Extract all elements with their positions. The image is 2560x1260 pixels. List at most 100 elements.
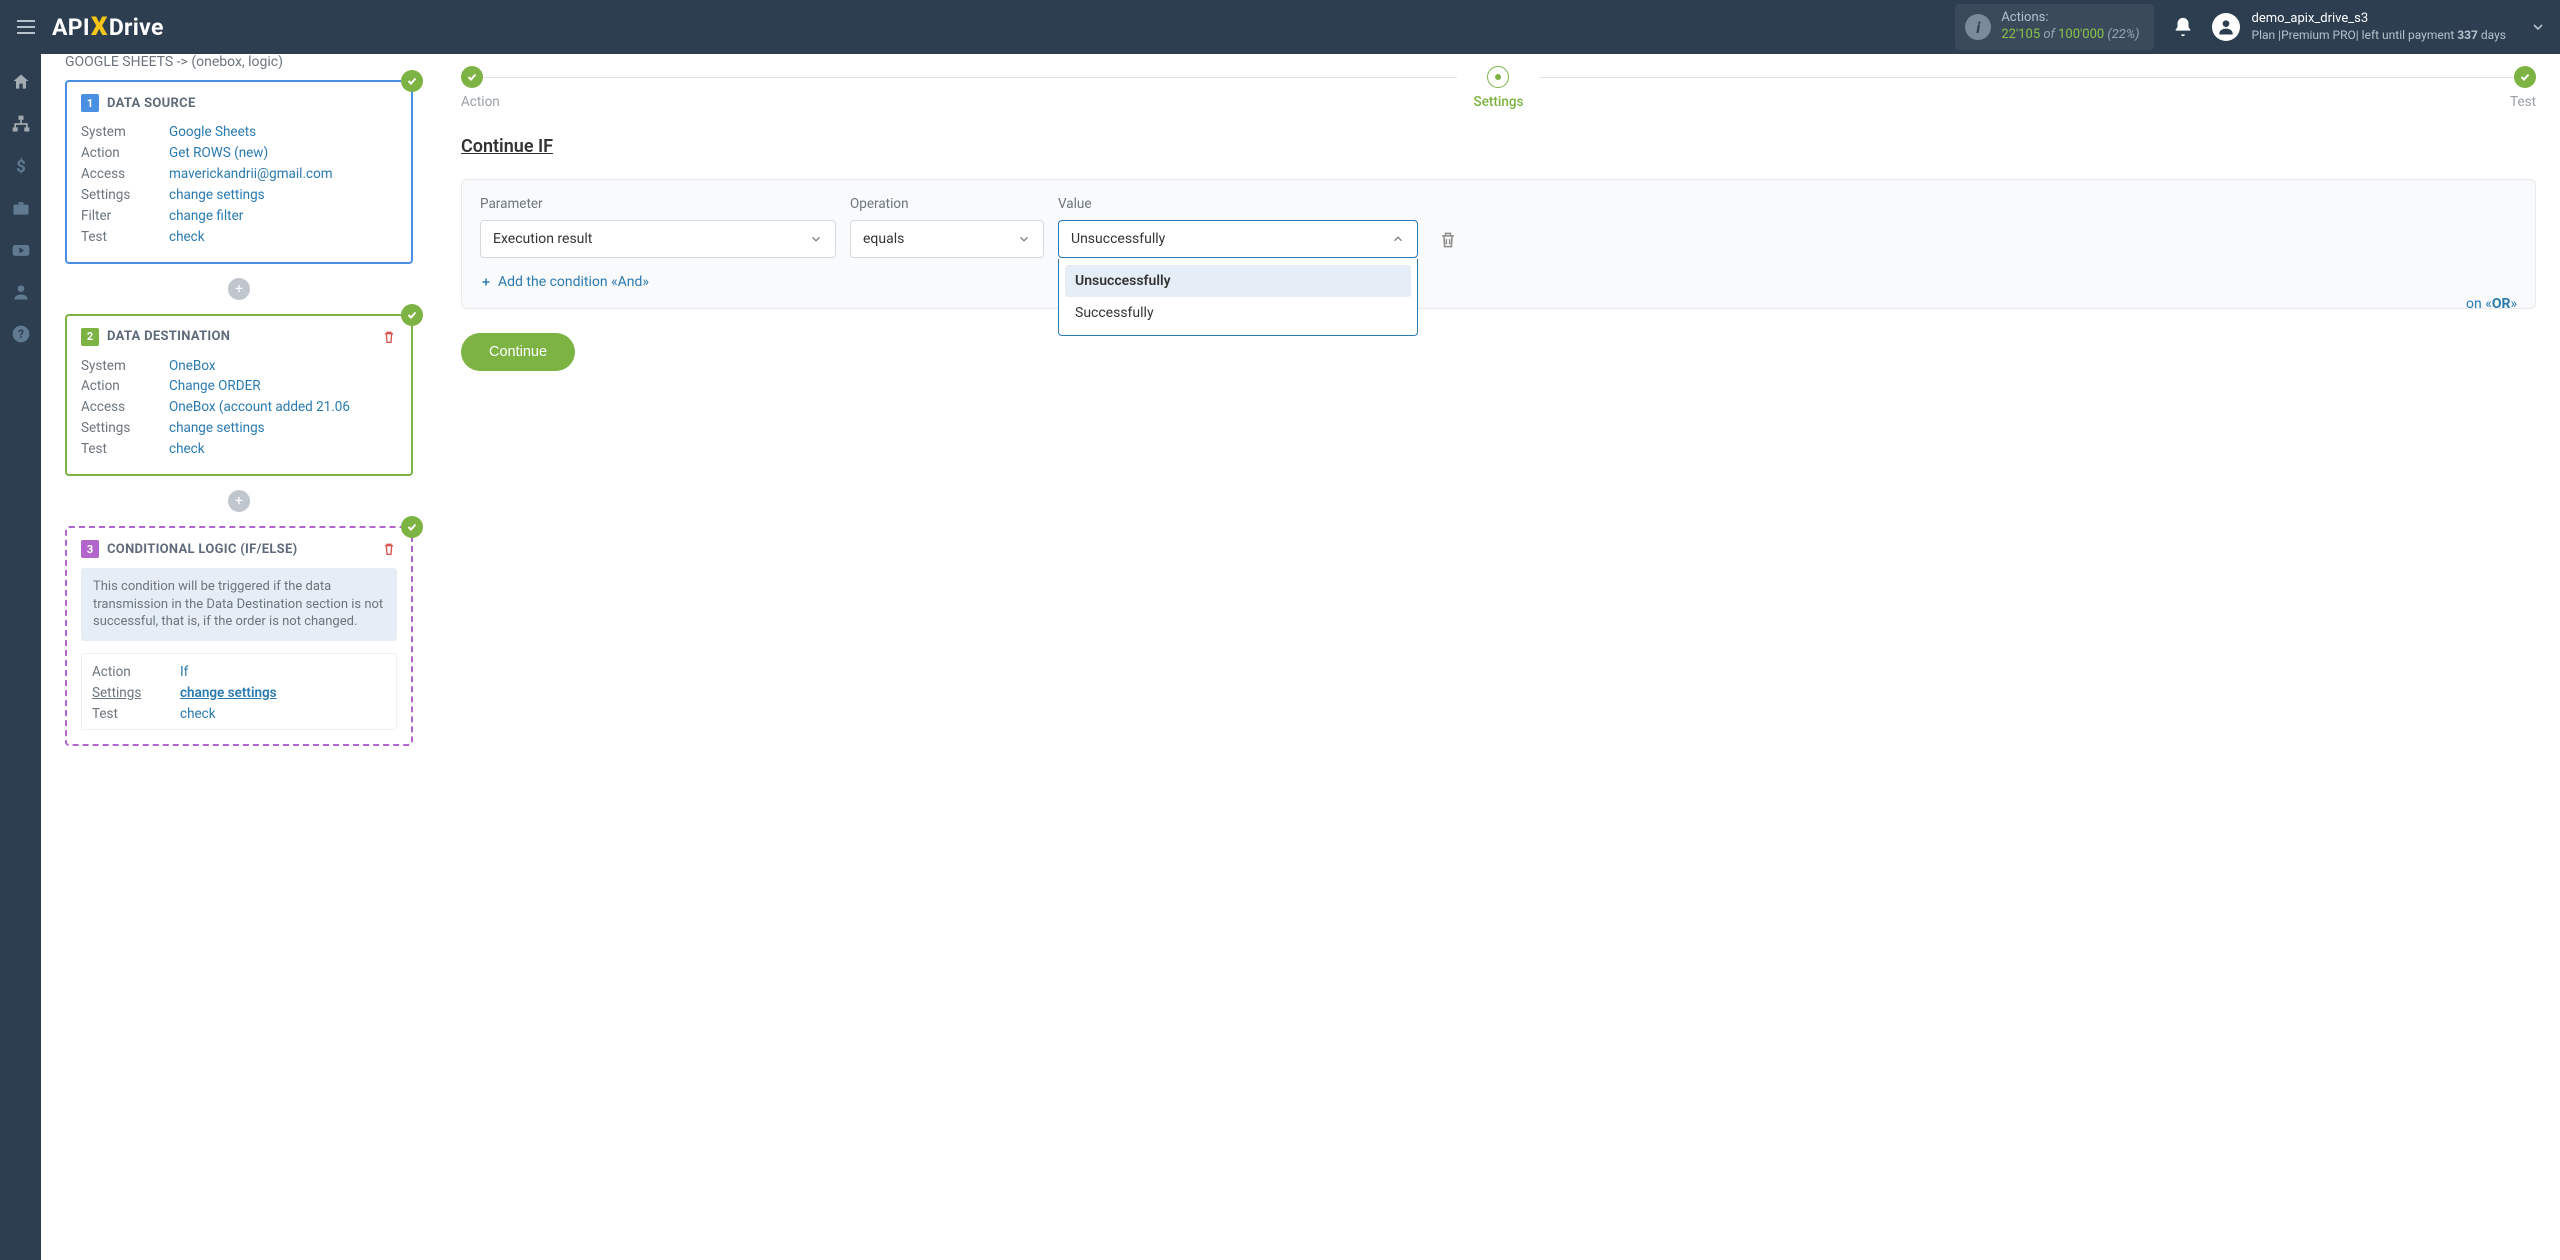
chevron-down-icon xyxy=(809,232,823,246)
step-check-icon xyxy=(461,66,483,88)
user-text: demo_apix_drive_s3 Plan |Premium PRO| le… xyxy=(2252,11,2506,43)
kv-key: Filter xyxy=(81,206,169,227)
step-settings[interactable]: Settings xyxy=(1474,66,1524,110)
kv-key: Action xyxy=(81,376,169,397)
kv-key: System xyxy=(81,122,169,143)
kv-val[interactable]: check xyxy=(169,439,205,460)
add-condition-link[interactable]: Add the condition «And» xyxy=(480,274,2517,290)
briefcase-icon[interactable] xyxy=(11,198,31,218)
kv-key: Action xyxy=(81,143,169,164)
main: GOOGLE SHEETS -> (onebox, logic) 1 DATA … xyxy=(41,54,2560,1260)
hamburger-icon[interactable] xyxy=(14,15,38,39)
svg-text:$: $ xyxy=(16,158,26,176)
add-step-button[interactable]: + xyxy=(228,490,250,512)
logo-x: X xyxy=(91,12,108,42)
info-box: This condition will be triggered if the … xyxy=(81,568,397,641)
nav-rail: $ ? xyxy=(0,54,41,1260)
kv-val[interactable]: If xyxy=(180,662,188,683)
logo[interactable]: APIXDrive xyxy=(52,12,164,42)
op-label: Operation xyxy=(850,196,1044,212)
plan-prefix: Plan | xyxy=(2252,28,2282,42)
check-icon xyxy=(401,304,423,326)
breadcrumb: GOOGLE SHEETS -> (onebox, logic) xyxy=(65,54,413,70)
dropdown-option[interactable]: Unsuccessfully xyxy=(1065,265,1411,297)
kv-val[interactable]: Google Sheets xyxy=(169,122,256,143)
kv-val[interactable]: Get ROWS (new) xyxy=(169,143,268,164)
trash-icon[interactable] xyxy=(381,329,397,345)
sitemap-icon[interactable] xyxy=(11,114,31,134)
card-title: DATA DESTINATION xyxy=(107,329,230,344)
svg-text:?: ? xyxy=(18,327,24,341)
add-step-button[interactable]: + xyxy=(228,278,250,300)
user-icon[interactable] xyxy=(11,282,31,302)
or-suffix: » xyxy=(2510,296,2517,312)
actions-limit: 100'000 xyxy=(2058,27,2104,42)
step-label: Test xyxy=(2510,94,2536,110)
kv-val[interactable]: change settings xyxy=(169,418,265,439)
filter-box: Parameter Execution result Operation equ… xyxy=(461,179,2536,309)
card-number: 3 xyxy=(81,540,99,558)
param-select[interactable]: Execution result xyxy=(480,220,836,258)
check-icon xyxy=(401,70,423,92)
continue-button[interactable]: Continue xyxy=(461,333,575,371)
kv-key: Access xyxy=(81,397,169,418)
user-name: demo_apix_drive_s3 xyxy=(2252,11,2506,28)
val-dropdown: Unsuccessfully Successfully xyxy=(1058,259,1418,336)
kv-key: Action xyxy=(92,662,180,683)
val-value: Unsuccessfully xyxy=(1071,231,1165,247)
actions-used: 22'105 xyxy=(2001,27,2040,42)
chevron-up-icon xyxy=(1391,232,1405,246)
kv-val[interactable]: check xyxy=(169,227,205,248)
card-title: CONDITIONAL LOGIC (IF/ELSE) xyxy=(107,542,297,557)
trash-icon[interactable] xyxy=(381,541,397,557)
dollar-icon[interactable]: $ xyxy=(11,156,31,176)
card-number: 2 xyxy=(81,328,99,346)
kv-key: System xyxy=(81,356,169,377)
help-icon[interactable]: ? xyxy=(11,324,31,344)
step-action[interactable]: Action xyxy=(461,66,500,110)
step-current-icon xyxy=(1487,66,1509,88)
chevron-down-icon xyxy=(1017,232,1031,246)
kv-val[interactable]: maverickandrii@gmail.com xyxy=(169,164,333,185)
dropdown-option[interactable]: Successfully xyxy=(1065,297,1411,329)
card-conditional-logic: 3 CONDITIONAL LOGIC (IF/ELSE) This condi… xyxy=(65,526,413,745)
op-value: equals xyxy=(863,231,904,247)
kv-key: Settings xyxy=(92,683,180,704)
op-select[interactable]: equals xyxy=(850,220,1044,258)
kv-key: Test xyxy=(81,439,169,460)
kv-val[interactable]: check xyxy=(180,704,216,725)
plan-suffix: days xyxy=(2478,28,2506,42)
plan-days: 337 xyxy=(2457,28,2478,42)
or-link[interactable]: on «OR» xyxy=(2466,296,2517,312)
val-label: Value xyxy=(1058,196,1418,212)
add-condition-label: Add the condition «And» xyxy=(498,274,649,290)
sidebar: GOOGLE SHEETS -> (onebox, logic) 1 DATA … xyxy=(41,54,437,1260)
kv-val[interactable]: Change ORDER xyxy=(169,376,261,397)
bell-icon[interactable] xyxy=(2172,16,2194,38)
step-test[interactable]: Test xyxy=(2510,66,2536,110)
actions-box[interactable]: i Actions: 22'105 of 100'000 (22%) xyxy=(1955,4,2153,50)
topbar: APIXDrive i Actions: 22'105 of 100'000 (… xyxy=(0,0,2560,54)
kv-val[interactable]: change filter xyxy=(169,206,243,227)
kv-val[interactable]: OneBox xyxy=(169,356,216,377)
trash-icon[interactable] xyxy=(1438,230,1458,250)
val-select[interactable]: Unsuccessfully Unsuccessfully Successful… xyxy=(1058,220,1418,258)
content: Action Settings Test Continue IF Paramet… xyxy=(437,54,2560,1260)
chevron-down-icon[interactable] xyxy=(2530,19,2546,35)
logo-suffix: Drive xyxy=(109,14,164,41)
card-title: DATA SOURCE xyxy=(107,96,196,111)
logo-prefix: API xyxy=(52,14,90,41)
step-label: Settings xyxy=(1474,94,1524,110)
home-icon[interactable] xyxy=(11,72,31,92)
kv-val[interactable]: change settings xyxy=(180,683,277,704)
avatar-icon[interactable] xyxy=(2212,13,2240,41)
or-bold: OR xyxy=(2492,296,2511,312)
param-value: Execution result xyxy=(493,231,592,247)
kv-key: Settings xyxy=(81,418,169,439)
kv-key: Access xyxy=(81,164,169,185)
youtube-icon[interactable] xyxy=(11,240,31,260)
kv-val[interactable]: change settings xyxy=(169,185,265,206)
kv-val[interactable]: OneBox (account added 21.06 xyxy=(169,397,350,418)
kv-key: Settings xyxy=(81,185,169,206)
check-icon xyxy=(401,516,423,538)
